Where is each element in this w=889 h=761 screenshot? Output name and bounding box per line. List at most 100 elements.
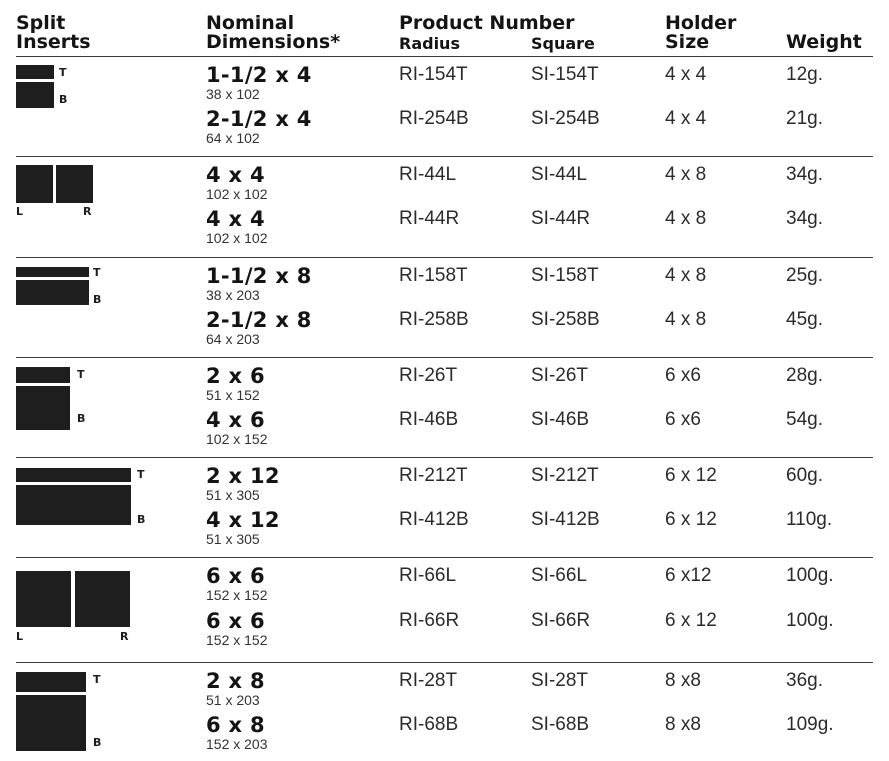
metric-dimension: 102 x 102 <box>206 186 268 202</box>
insert-group: T B 2 x 12 51 x 305 RI-212T SI-212T 6 x … <box>0 457 889 557</box>
square-product-number: SI-28T <box>531 670 589 691</box>
square-product-number: SI-254B <box>531 108 600 129</box>
radius-product-number: RI-44L <box>399 164 457 185</box>
weight: 100g. <box>786 565 834 586</box>
metric-dimension: 38 x 102 <box>206 86 260 102</box>
metric-dimension: 152 x 152 <box>206 587 268 603</box>
holder-size: 8 x8 <box>665 714 701 735</box>
column-header-weight: Weight <box>786 31 862 53</box>
holder-size: 6 x6 <box>665 409 701 430</box>
group-divider <box>16 156 873 157</box>
table-row: 2 x 8 51 x 203 RI-28T SI-28T 8 x8 36g. <box>0 670 889 714</box>
insert-group: L R 4 x 4 102 x 102 RI-44L SI-44L 4 x 8 … <box>0 156 889 257</box>
nominal-dimension: 6 x 6 <box>206 609 265 633</box>
metric-dimension: 38 x 203 <box>206 287 260 303</box>
insert-group: T B 1-1/2 x 8 38 x 203 RI-158T SI-158T 4… <box>0 257 889 357</box>
table-row: 4 x 4 102 x 102 RI-44L SI-44L 4 x 8 34g. <box>0 164 889 208</box>
square-product-number: SI-158T <box>531 265 599 286</box>
square-product-number: SI-26T <box>531 365 589 386</box>
insert-group: T B 2 x 8 51 x 203 RI-28T SI-28T 8 x8 36… <box>0 662 889 761</box>
insert-group: T B 1-1/2 x 4 38 x 102 RI-154T SI-154T 4… <box>0 56 889 156</box>
square-product-number: SI-46B <box>531 409 590 430</box>
nominal-dimension: 4 x 12 <box>206 508 280 532</box>
holder-size: 8 x8 <box>665 670 701 691</box>
weight: 34g. <box>786 208 823 229</box>
square-product-number: SI-66L <box>531 565 587 586</box>
radius-product-number: RI-66R <box>399 610 460 631</box>
holder-size: 6 x6 <box>665 365 701 386</box>
metric-dimension: 64 x 203 <box>206 331 260 347</box>
holder-size: 4 x 8 <box>665 164 707 185</box>
split-insert-left-right-icon: L R <box>16 165 106 217</box>
table-row: 2-1/2 x 4 64 x 102 RI-254B SI-254B 4 x 4… <box>0 108 889 152</box>
nominal-dimension: 2 x 8 <box>206 669 265 693</box>
metric-dimension: 64 x 102 <box>206 130 260 146</box>
metric-dimension: 102 x 102 <box>206 230 268 246</box>
weight: 21g. <box>786 108 823 129</box>
radius-product-number: RI-66L <box>399 565 457 586</box>
nominal-dimension: 4 x 4 <box>206 163 265 187</box>
square-product-number: SI-212T <box>531 465 599 486</box>
header-inserts: Inserts <box>16 31 91 53</box>
group-divider <box>16 662 873 663</box>
radius-product-number: RI-44R <box>399 208 460 229</box>
table-row: 4 x 6 102 x 152 RI-46B SI-46B 6 x6 54g. <box>0 409 889 453</box>
group-divider <box>16 457 873 458</box>
holder-size: 4 x 4 <box>665 108 707 129</box>
radius-product-number: RI-154T <box>399 64 468 85</box>
square-product-number: SI-412B <box>531 509 600 530</box>
weight: 45g. <box>786 309 823 330</box>
radius-product-number: RI-258B <box>399 309 469 330</box>
nominal-dimension: 2 x 12 <box>206 464 280 488</box>
square-product-number: SI-258B <box>531 309 600 330</box>
nominal-dimension: 4 x 4 <box>206 207 265 231</box>
square-product-number: SI-44L <box>531 164 587 185</box>
nominal-dimension: 2-1/2 x 4 <box>206 107 312 131</box>
insert-group: L R 6 x 6 152 x 152 RI-66L SI-66L 6 x12 … <box>0 557 889 662</box>
header-radius: Radius <box>399 34 460 53</box>
weight: 54g. <box>786 409 823 430</box>
holder-size: 6 x 12 <box>665 465 717 486</box>
radius-product-number: RI-68B <box>399 714 459 735</box>
holder-size: 4 x 8 <box>665 265 707 286</box>
split-insert-top-bottom-icon: T B <box>16 467 156 529</box>
square-product-number: SI-66R <box>531 610 591 631</box>
table-row: 6 x 8 152 x 203 RI-68B SI-68B 8 x8 109g. <box>0 714 889 758</box>
radius-product-number: RI-26T <box>399 365 458 386</box>
split-insert-top-bottom-icon: T B <box>16 366 116 436</box>
metric-dimension: 152 x 203 <box>206 736 268 752</box>
radius-product-number: RI-46B <box>399 409 459 430</box>
header-nominal: Nominal <box>206 12 295 34</box>
header-product-number: Product Number <box>399 12 575 34</box>
insert-group: T B 2 x 6 51 x 152 RI-26T SI-26T 6 x6 28… <box>0 357 889 457</box>
radius-product-number: RI-28T <box>399 670 458 691</box>
group-divider <box>16 257 873 258</box>
nominal-dimension: 1-1/2 x 4 <box>206 63 312 87</box>
table-row: 2 x 12 51 x 305 RI-212T SI-212T 6 x 12 6… <box>0 465 889 509</box>
weight: 25g. <box>786 265 823 286</box>
metric-dimension: 102 x 152 <box>206 431 268 447</box>
metric-dimension: 51 x 152 <box>206 387 260 403</box>
table-row: 4 x 12 51 x 305 RI-412B SI-412B 6 x 12 1… <box>0 509 889 553</box>
holder-size: 6 x 12 <box>665 610 717 631</box>
split-insert-left-right-icon: L R <box>16 571 136 643</box>
group-divider <box>16 557 873 558</box>
weight: 100g. <box>786 610 834 631</box>
radius-product-number: RI-254B <box>399 108 469 129</box>
header-square: Square <box>531 34 595 53</box>
header-size: Size <box>665 31 710 53</box>
radius-product-number: RI-412B <box>399 509 469 530</box>
weight: 60g. <box>786 465 823 486</box>
table-row: 6 x 6 152 x 152 RI-66L SI-66L 6 x12 100g… <box>0 565 889 609</box>
square-product-number: SI-68B <box>531 714 590 735</box>
table-row: 2 x 6 51 x 152 RI-26T SI-26T 6 x6 28g. <box>0 365 889 409</box>
metric-dimension: 152 x 152 <box>206 632 268 648</box>
holder-size: 6 x12 <box>665 565 712 586</box>
table-row: 1-1/2 x 4 38 x 102 RI-154T SI-154T 4 x 4… <box>0 64 889 108</box>
square-product-number: SI-154T <box>531 64 599 85</box>
weight: 12g. <box>786 64 823 85</box>
nominal-dimension: 2 x 6 <box>206 364 265 388</box>
radius-product-number: RI-212T <box>399 465 468 486</box>
split-insert-top-bottom-icon: T B <box>16 671 116 753</box>
nominal-dimension: 2-1/2 x 8 <box>206 308 312 332</box>
